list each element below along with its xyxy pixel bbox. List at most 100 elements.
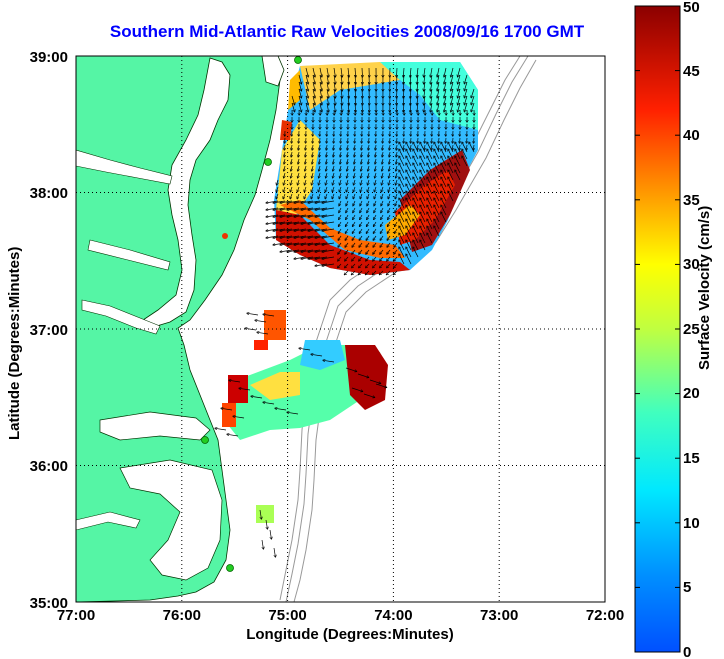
velocity-arrow bbox=[374, 186, 376, 192]
velocity-arrow bbox=[420, 163, 426, 174]
velocity-arrow bbox=[417, 67, 418, 77]
velocity-arrow bbox=[291, 172, 292, 178]
velocity-arrow bbox=[394, 263, 398, 268]
velocity-arrows bbox=[215, 67, 475, 557]
velocity-arrow bbox=[404, 137, 405, 143]
velocity-arrow bbox=[298, 95, 301, 105]
velocity-arrow bbox=[312, 151, 313, 157]
velocity-arrow bbox=[406, 233, 412, 244]
velocity-arrow bbox=[348, 67, 349, 77]
velocity-arrow bbox=[333, 81, 335, 91]
velocity-arrow bbox=[413, 219, 419, 230]
velocity-arrow bbox=[361, 144, 362, 150]
velocity-arrow bbox=[427, 156, 433, 167]
velocity-arrow bbox=[395, 207, 398, 213]
velocity-arrow bbox=[464, 81, 468, 91]
velocity-arrow bbox=[413, 142, 419, 153]
velocity-arrow bbox=[362, 81, 363, 91]
velocity-arrow bbox=[287, 242, 300, 245]
velocity-arrow bbox=[367, 193, 370, 199]
velocity-arrow bbox=[333, 144, 334, 150]
velocity-arrow bbox=[373, 249, 377, 254]
plot-frame bbox=[75, 55, 606, 603]
velocity-arrow bbox=[355, 74, 356, 84]
velocity-arrow bbox=[399, 247, 405, 258]
velocity-arrow bbox=[345, 256, 349, 261]
velocity-arrow bbox=[291, 144, 292, 150]
river-potomac bbox=[76, 149, 173, 185]
velocity-arrow bbox=[294, 256, 307, 259]
velocity-arrow bbox=[326, 179, 328, 185]
velocity-arrow bbox=[312, 67, 315, 77]
velocity-arrow bbox=[354, 158, 355, 164]
velocity-arrow bbox=[251, 396, 263, 399]
velocity-arrow bbox=[390, 137, 391, 143]
velocity-arrow bbox=[375, 179, 377, 185]
velocity-arrow bbox=[265, 519, 267, 529]
velocity-arrow bbox=[464, 88, 468, 98]
velocity-arrow bbox=[427, 198, 433, 209]
velocity-arrow bbox=[269, 529, 271, 539]
velocity-arrow bbox=[399, 254, 405, 265]
velocity-arrow bbox=[257, 332, 269, 335]
velocity-arrow bbox=[451, 81, 454, 91]
velocity-arrow bbox=[434, 212, 440, 223]
colorbar-tick-label: 15 bbox=[683, 450, 700, 467]
velocity-arrow bbox=[437, 95, 440, 105]
velocity-arrow bbox=[322, 228, 335, 231]
velocity-arrow bbox=[353, 214, 356, 219]
velocity-arrow bbox=[315, 242, 328, 245]
velocity-arrow bbox=[444, 102, 447, 112]
velocity-arrow bbox=[458, 67, 461, 77]
velocity-arrow bbox=[322, 242, 335, 245]
velocity-arrow bbox=[294, 249, 307, 252]
velocity-arrow bbox=[396, 179, 398, 185]
velocity-arrow bbox=[406, 240, 412, 251]
velocity-arrow bbox=[308, 221, 321, 224]
velocity-arrow bbox=[340, 151, 341, 157]
velocity-arrow bbox=[280, 235, 293, 238]
velocity-arrow bbox=[338, 228, 342, 233]
velocity-arrow bbox=[380, 256, 384, 261]
velocity-arrow bbox=[434, 156, 440, 167]
velocity-arrow bbox=[360, 193, 363, 199]
velocity-arrow bbox=[406, 212, 412, 223]
pamlico-river bbox=[76, 511, 141, 531]
velocity-arrow bbox=[273, 214, 286, 217]
velocity-arrow bbox=[375, 158, 376, 164]
velocity-arrow bbox=[259, 509, 261, 519]
velocity-arrow bbox=[410, 88, 411, 98]
velocity-arrow bbox=[373, 235, 377, 240]
velocity-arrow bbox=[406, 205, 412, 216]
velocity-arrow bbox=[406, 163, 412, 174]
velocity-arrow bbox=[322, 263, 335, 266]
velocity-arrow bbox=[467, 137, 468, 143]
velocity-arrow bbox=[406, 184, 412, 195]
velocity-arrow bbox=[301, 214, 314, 217]
velocity-arrow bbox=[266, 200, 279, 203]
velocity-arrow bbox=[340, 158, 341, 164]
velocity-arrow bbox=[437, 74, 440, 84]
velocity-arrow bbox=[247, 313, 259, 316]
velocity-arrow bbox=[366, 228, 370, 233]
velocity-arrow bbox=[319, 74, 322, 84]
velocity-arrow bbox=[389, 179, 391, 185]
velocity-arrow bbox=[280, 249, 293, 252]
velocity-arrow bbox=[417, 88, 418, 98]
velocity-arrow bbox=[368, 165, 369, 171]
velocity-arrow bbox=[432, 137, 433, 143]
velocity-arrow bbox=[448, 177, 454, 188]
velocity-arrow bbox=[360, 207, 363, 213]
velocity-arrow bbox=[406, 219, 412, 230]
velocity-arrow bbox=[471, 102, 475, 112]
velocity-arrow bbox=[375, 383, 387, 387]
velocity-arrow bbox=[305, 81, 308, 91]
velocity-arrow bbox=[227, 434, 239, 437]
velocity-arrow bbox=[294, 207, 307, 210]
colorbar-tick-label: 10 bbox=[683, 515, 700, 532]
velocity-arrow bbox=[312, 81, 315, 91]
velocity-arrow bbox=[444, 88, 447, 98]
velocity-arrow bbox=[434, 170, 440, 181]
velocity-arrow bbox=[469, 142, 475, 153]
velocity-arrow bbox=[451, 88, 454, 98]
